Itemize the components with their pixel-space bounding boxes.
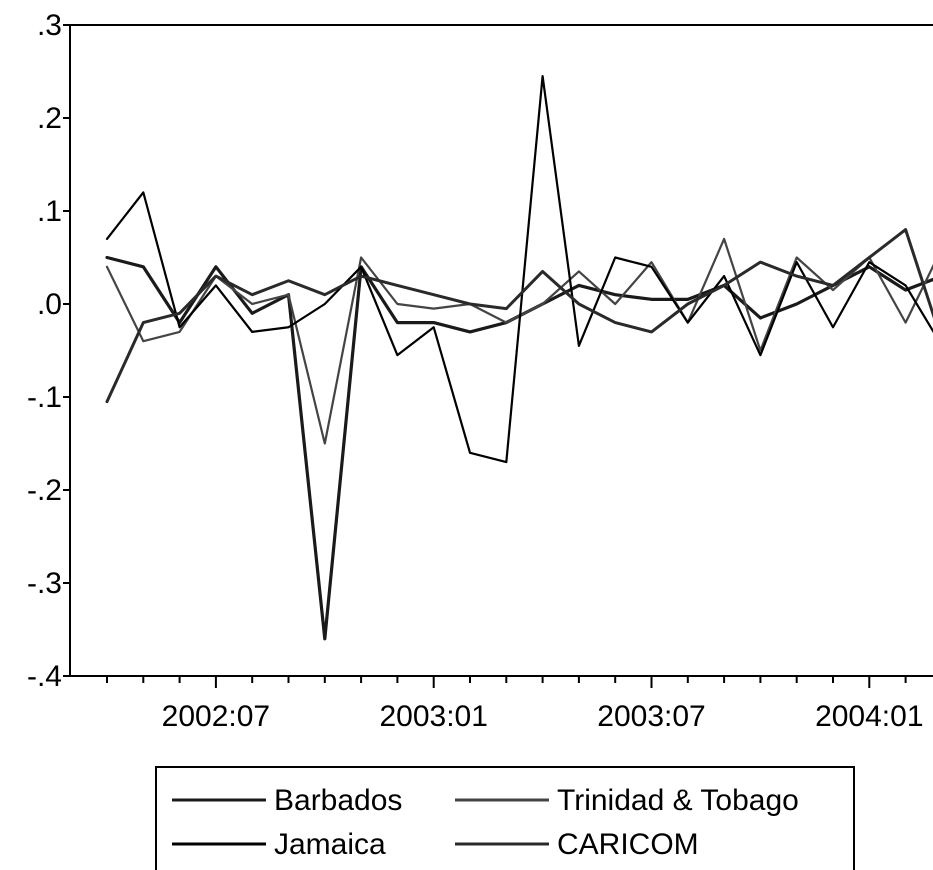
series-line-1 bbox=[105, 237, 933, 445]
y-tick-label: -.2 bbox=[27, 474, 62, 507]
y-tick-label: .3 bbox=[37, 9, 62, 42]
legend-box bbox=[155, 766, 855, 870]
legend-label: Barbados bbox=[274, 784, 402, 817]
series-line-2 bbox=[105, 75, 933, 464]
series-line-3 bbox=[105, 228, 933, 404]
y-tick-label: .2 bbox=[37, 102, 62, 135]
y-tick-label: -.3 bbox=[27, 567, 62, 600]
plot-area bbox=[69, 24, 933, 677]
x-tick-label: 2002:07 bbox=[162, 700, 270, 733]
x-tick-label: 2004:01 bbox=[815, 700, 923, 733]
y-tick-label: .1 bbox=[37, 195, 62, 228]
y-axis-ticks: .3 .2 .1 .0 -.1 -.2 -.3 -.4 bbox=[27, 9, 70, 693]
legend-label: Jamaica bbox=[274, 828, 386, 861]
series-lines bbox=[105, 75, 933, 641]
x-tick-label: 2003:01 bbox=[379, 700, 487, 733]
y-tick-label: -.1 bbox=[27, 381, 62, 414]
legend: Barbados Trinidad & Tobago Jamaica CARICOM bbox=[155, 766, 855, 870]
y-tick-label: -.4 bbox=[27, 660, 62, 693]
x-tick-label: 2003:07 bbox=[597, 700, 705, 733]
legend-label: CARICOM bbox=[557, 828, 699, 861]
y-tick-label: .0 bbox=[37, 288, 62, 321]
legend-label: Trinidad & Tobago bbox=[557, 784, 799, 817]
x-axis-ticks: 2002:07 2003:01 2003:07 2004:01 bbox=[106, 676, 924, 733]
